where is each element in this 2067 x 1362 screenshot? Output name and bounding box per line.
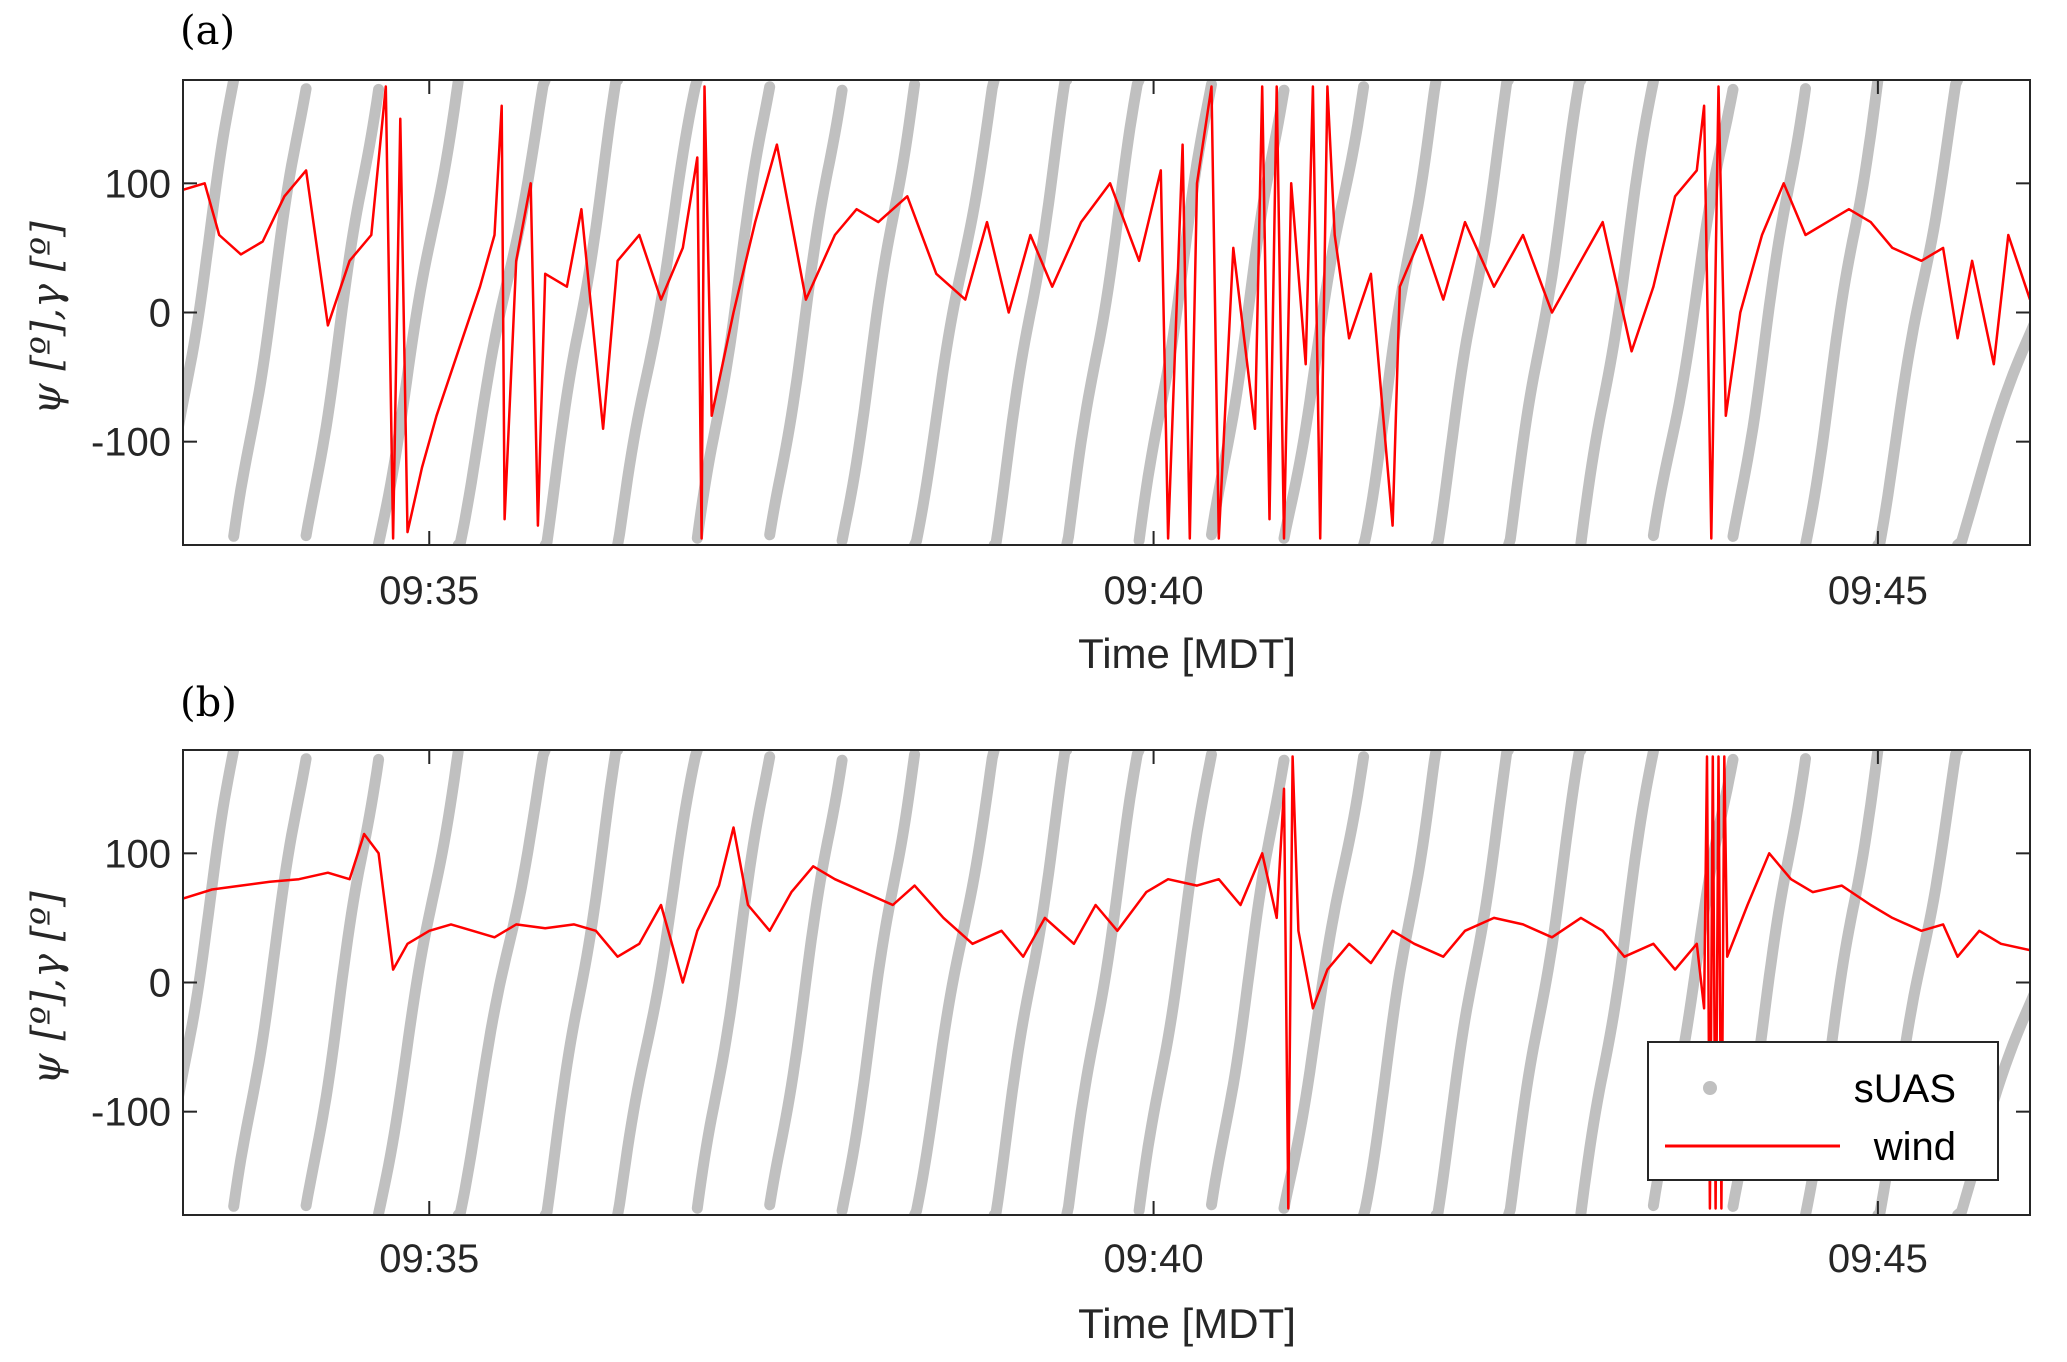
legend-label-wind: wind <box>1873 1125 1956 1169</box>
y-tick-label: 0 <box>149 962 171 1006</box>
suas-ramp <box>1430 80 1514 545</box>
suas-ramp <box>1503 750 1587 1215</box>
suas-ramp <box>1952 319 2030 545</box>
suas-ramp <box>183 750 240 1103</box>
suas-ramp <box>1872 80 1964 545</box>
suas-ramp <box>1430 750 1514 1215</box>
y-axis-label-b: ψ [º],γ [º] <box>24 891 70 1085</box>
suas-ramp <box>1575 80 1659 545</box>
suas-ramp <box>1503 80 1587 545</box>
suas-ramp <box>691 81 776 544</box>
y-tick-label: 0 <box>149 292 171 336</box>
panel-b: (b) -100 0 100 09:35 09:40 09:45 Time [MDT] ψ… <box>24 680 2031 1347</box>
plot-area-b: -100 0 100 09:35 09:40 09:45 <box>91 749 2031 1281</box>
suas-ramp <box>1575 750 1659 1215</box>
suas-ramp <box>612 80 703 545</box>
plot-series-1 <box>183 750 2030 1215</box>
suas-ramp <box>909 750 1000 1215</box>
suas-ramp <box>909 80 1000 545</box>
x-tick-label: 09:35 <box>379 569 479 613</box>
suas-ramp <box>1278 751 1370 1214</box>
x-axis-label-a: Time [MDT] <box>1078 630 1296 677</box>
y-tick-label: -100 <box>91 1091 171 1135</box>
suas-ramp <box>691 751 776 1214</box>
suas-ramp <box>1133 750 1217 1215</box>
panel-label-b: (b) <box>180 680 237 726</box>
legend-marker-suas <box>1703 1081 1717 1095</box>
y-tick-label: 100 <box>104 832 171 876</box>
y-axis-label-a: ψ [º],γ [º] <box>24 221 70 415</box>
suas-ramp <box>228 83 312 542</box>
suas-ramp <box>1800 80 1884 545</box>
panel-a: (a) -100 0 100 09:35 09:40 09:45 Time [MDT] ψ… <box>24 8 2031 677</box>
x-tick-label: 09:40 <box>1104 569 1204 613</box>
suas-ramp <box>1358 750 1442 1215</box>
suas-ramp <box>988 80 1073 545</box>
suas-ramp <box>1727 83 1811 542</box>
suas-ramp <box>452 80 551 545</box>
x-tick-label: 09:45 <box>1828 1237 1928 1281</box>
x-tick-label: 09:40 <box>1104 1237 1204 1281</box>
suas-ramp <box>300 83 385 542</box>
panel-label-a: (a) <box>180 8 235 54</box>
legend: sUAS wind <box>1647 1041 1999 1181</box>
suas-ramp <box>988 750 1073 1215</box>
plot-series-0 <box>183 80 2030 545</box>
suas-ramp <box>228 753 312 1212</box>
suas-ramp <box>539 80 624 545</box>
suas-ramp <box>539 750 624 1215</box>
suas-ramp <box>764 84 848 541</box>
wind-line <box>183 85 2030 540</box>
suas-ramp <box>1206 754 1290 1211</box>
suas-ramp <box>300 753 385 1212</box>
plot-area-a: -100 0 100 09:35 09:40 09:45 <box>91 79 2031 613</box>
suas-ramp <box>836 80 921 545</box>
y-tick-label: -100 <box>91 421 171 465</box>
suas-ramp <box>612 750 703 1215</box>
suas-ramp <box>836 750 921 1215</box>
suas-ramp <box>1061 80 1145 545</box>
x-tick-label: 09:35 <box>379 1237 479 1281</box>
suas-ramp <box>373 750 464 1215</box>
x-axis-label-b: Time [MDT] <box>1078 1300 1296 1347</box>
x-tick-label: 09:45 <box>1828 569 1928 613</box>
suas-ramp <box>183 80 240 433</box>
legend-box <box>1647 1041 1999 1181</box>
y-tick-label: 100 <box>104 162 171 206</box>
suas-ramp <box>452 750 551 1215</box>
suas-ramp <box>764 754 848 1211</box>
suas-ramp <box>1061 750 1145 1215</box>
legend-label-suas: sUAS <box>1854 1067 1956 1111</box>
